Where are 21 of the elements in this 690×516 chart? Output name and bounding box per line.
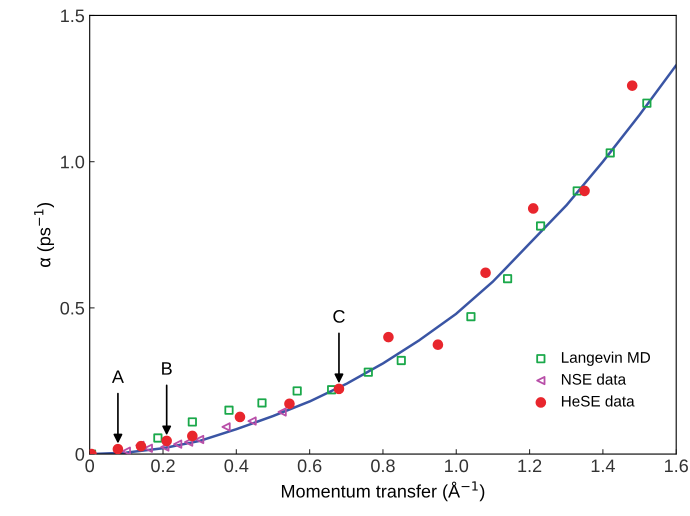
y-tick-label: 0 [76,448,84,461]
legend-label: Langevin MD [562,352,650,366]
x-tick-label: 1.0 [445,459,468,472]
legend-label: HeSE data [562,395,635,407]
x-tick-label: 1.6 [665,459,688,472]
y-axis-title: α (ps$^{−1}$) [34,203,54,267]
x-tick-label: 0.8 [371,459,395,472]
annotation: B [162,362,172,375]
x-tick-label: 0 [85,459,94,472]
x-tick-label: 1.4 [592,460,615,472]
y-tick-label: 1.5 [61,10,84,22]
x-tick-label: 0.2 [151,459,175,472]
x-axis-title: Momentum transfer (Å$^{−1}$) [282,481,484,502]
y-tick-label: 1.0 [61,156,84,168]
x-tick-label: 0.4 [224,459,248,472]
x-tick-label: 1.2 [518,459,542,472]
x-tick-label: 0.6 [298,459,322,472]
annotation: A [112,370,124,383]
annotation: C [333,310,345,323]
y-tick-label: 0.5 [60,302,84,315]
legend-label: NSE data [562,374,626,385]
